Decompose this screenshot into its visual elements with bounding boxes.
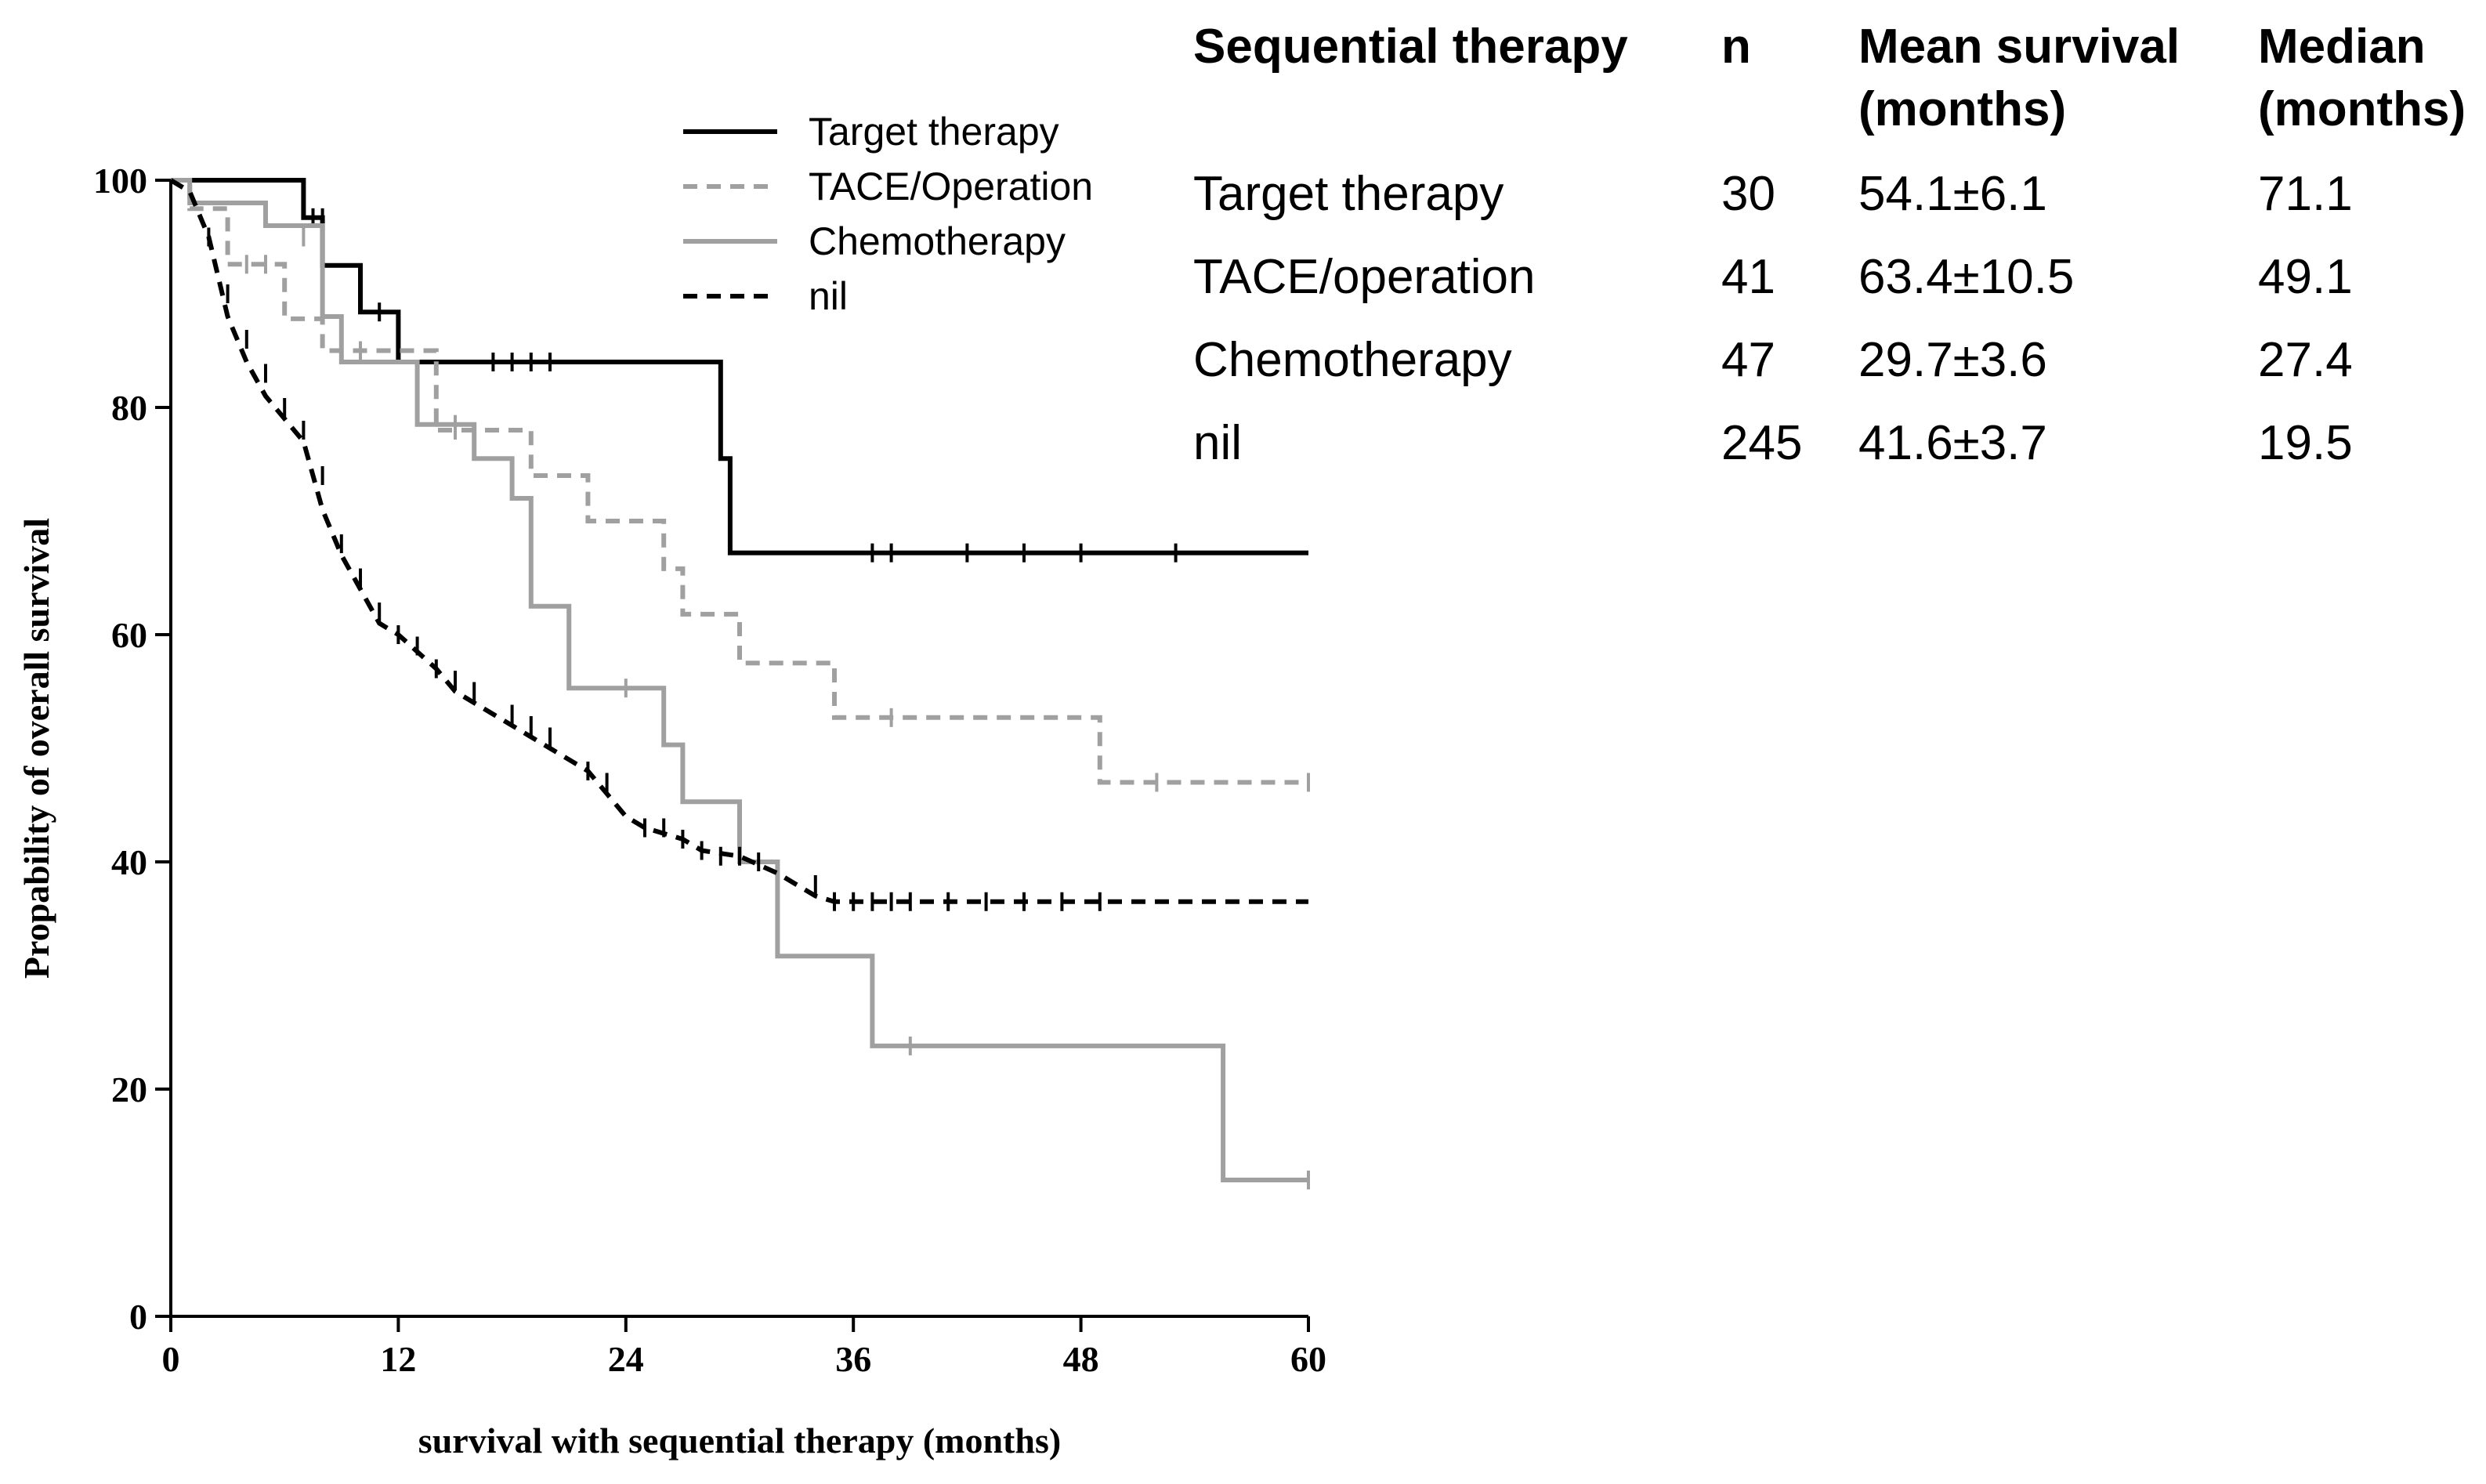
y-tick-label: 100: [93, 161, 147, 201]
table-cell-therapy: Target therapy: [1193, 167, 1504, 221]
x-tick-label: 36: [835, 1339, 871, 1379]
legend-label: Target therapy: [809, 110, 1059, 154]
table-header-n: n: [1721, 20, 1751, 74]
table-row: nil 245 41.6±3.7 19.5: [1193, 416, 2353, 470]
series-1-group: [171, 178, 1310, 792]
series-layer: [169, 178, 1310, 1189]
series-line: [169, 178, 1308, 904]
table-header-therapy: Sequential therapy: [1193, 20, 1628, 74]
x-tick-label: 24: [608, 1339, 644, 1379]
y-ticks: 0 20 40 60 80 100: [93, 161, 171, 1337]
y-axis-title: Propability of overall survival: [16, 518, 56, 979]
legend-label: TACE/Operation: [809, 165, 1093, 208]
table-cell-mean: 63.4±10.5: [1858, 250, 2074, 304]
table-row: TACE/operation 41 63.4±10.5 49.1: [1193, 250, 2353, 304]
table-header-median-line2: (months): [2258, 82, 2466, 136]
y-tick-label: 60: [111, 615, 147, 655]
table-cell-therapy: Chemotherapy: [1193, 333, 1512, 387]
series-3-group: [169, 178, 1308, 911]
table-cell-median: 19.5: [2258, 416, 2353, 470]
y-tick-label: 20: [111, 1070, 147, 1109]
series-0-group: [171, 178, 1308, 563]
table-cell-mean: 54.1±6.1: [1858, 167, 2047, 221]
table-cell-n: 47: [1721, 333, 1775, 387]
table-cell-n: 41: [1721, 250, 1775, 304]
summary-table: Sequential therapy n Mean survival (mont…: [1193, 20, 2466, 470]
series-line: [171, 178, 1308, 1182]
legend: Target therapy TACE/Operation Chemotherapy…: [683, 110, 1093, 318]
table-body: Target therapy 30 54.1±6.1 71.1 TACE/operati…: [1193, 167, 2353, 470]
table-cell-therapy: nil: [1193, 416, 1242, 470]
table-cell-median: 71.1: [2258, 167, 2353, 221]
table-cell-mean: 29.7±3.6: [1858, 333, 2047, 387]
table-cell-mean: 41.6±3.7: [1858, 416, 2047, 470]
plot-area: 0 12 24 36 48 60 0 20 40 60 80 100 survival with s…: [16, 161, 1326, 1460]
table-header-mean-line1: Mean survival: [1858, 20, 2180, 74]
y-tick-label: 40: [111, 842, 147, 882]
x-tick-label: 0: [162, 1339, 180, 1379]
y-tick-label: 0: [129, 1297, 147, 1337]
x-ticks: 0 12 24 36 48 60: [162, 1316, 1326, 1379]
table-header-median-line1: Median: [2258, 20, 2426, 74]
series-2-group: [171, 178, 1310, 1189]
legend-label: nil: [809, 274, 848, 318]
x-axis-title: survival with sequential therapy (months…: [418, 1421, 1061, 1460]
legend-label: Chemotherapy: [809, 219, 1066, 263]
x-tick-label: 12: [380, 1339, 416, 1379]
table-row: Target therapy 30 54.1±6.1 71.1: [1193, 167, 2353, 221]
y-tick-label: 80: [111, 388, 147, 428]
table-cell-median: 27.4: [2258, 333, 2353, 387]
table-row: Chemotherapy 47 29.7±3.6 27.4: [1193, 333, 2353, 387]
table-header-mean-line2: (months): [1858, 82, 2066, 136]
series-line: [171, 178, 1308, 785]
x-tick-label: 60: [1290, 1339, 1326, 1379]
x-tick-label: 48: [1063, 1339, 1099, 1379]
table-cell-n: 30: [1721, 167, 1775, 221]
table-cell-median: 49.1: [2258, 250, 2353, 304]
table-cell-n: 245: [1721, 416, 1802, 470]
table-cell-therapy: TACE/operation: [1193, 250, 1536, 304]
series-line: [171, 178, 1308, 556]
